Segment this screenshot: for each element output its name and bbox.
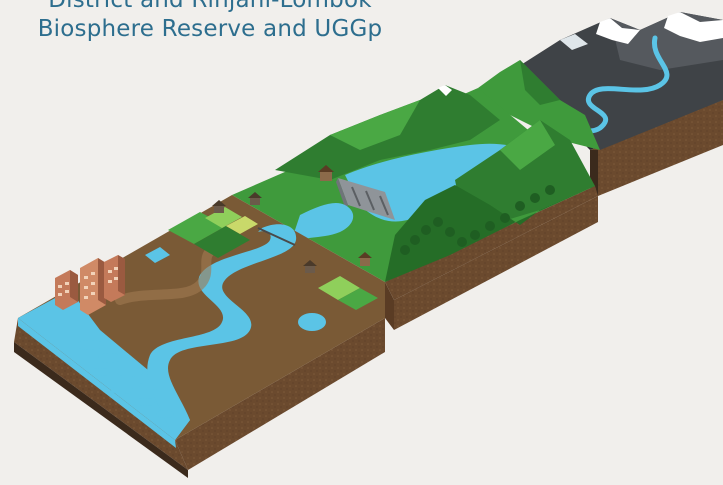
farm-fields <box>145 207 378 310</box>
lowland-bedrock <box>14 342 188 478</box>
bridge <box>257 227 296 246</box>
glacial-river <box>557 35 670 135</box>
front-forested-ridge <box>385 185 595 282</box>
meandering-river <box>147 224 297 440</box>
reservoir-block-soil-front <box>385 186 598 300</box>
reservoir-block-soil-front-lower <box>385 282 394 330</box>
mountain-block-soil-front <box>590 100 723 196</box>
delta-islands <box>76 340 174 418</box>
snow-patch <box>560 34 588 50</box>
house-icon <box>303 260 317 273</box>
lowland-block-soil-right <box>175 318 385 470</box>
illustration-caption: District and Rinjani-Lombok Biosphere Re… <box>0 0 420 44</box>
house-icon <box>212 200 226 213</box>
lowland-delta-block <box>14 192 385 478</box>
town-buildings <box>55 255 125 315</box>
right-forested-hill <box>455 120 595 225</box>
sea-edge-front <box>18 318 176 448</box>
foothill-shade <box>520 60 560 105</box>
snow-cap-right <box>664 12 723 42</box>
caption-line-1: District and Rinjani-Lombok <box>48 0 372 13</box>
green-foothills <box>478 60 600 150</box>
reservoir-dam-block <box>232 85 598 330</box>
house-icon <box>358 252 372 266</box>
house-icon <box>318 165 334 181</box>
central-mountain-highlight <box>330 100 420 150</box>
river-from-dam <box>290 203 354 245</box>
river-bank-left <box>115 240 225 305</box>
tree-cluster <box>400 185 555 255</box>
right-hill-highlight <box>500 120 555 170</box>
dam-structure <box>336 178 395 220</box>
snow-cap-left <box>596 18 640 44</box>
snow-peak-center <box>438 85 452 96</box>
house-icon <box>248 192 262 205</box>
caption-line-2: Biosphere Reserve and UGGp <box>37 16 383 42</box>
mountain-glacier-block <box>478 12 723 196</box>
pond <box>298 313 326 331</box>
reservoir-block-edge <box>394 196 598 330</box>
